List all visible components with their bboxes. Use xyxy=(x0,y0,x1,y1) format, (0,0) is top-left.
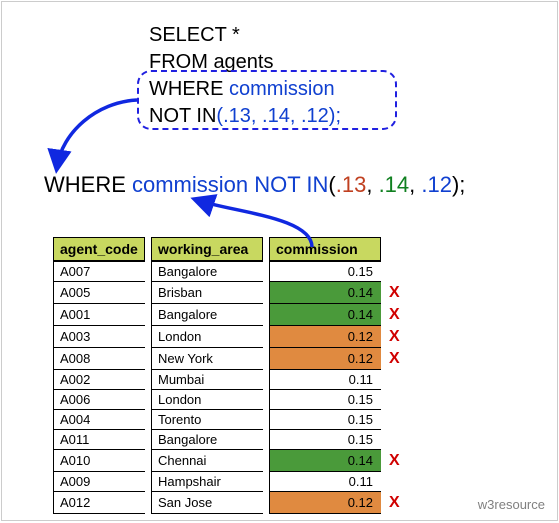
cell-working-area: San Jose xyxy=(151,492,263,514)
exp-v1: .13 xyxy=(336,172,367,197)
expanded-where-clause: WHERE commission NOT IN(.13, .14, .12); xyxy=(44,172,465,198)
cell-commission: 0.12 xyxy=(269,326,381,348)
cell-agent-code: A002 xyxy=(53,370,145,390)
sql-from-kw: FROM xyxy=(149,51,213,73)
sql-v3: .12 xyxy=(301,105,329,127)
sql-v2: .14 xyxy=(262,105,290,127)
table-row: A009 Hampshair 0.11 xyxy=(53,472,406,492)
cell-agent-code: A007 xyxy=(53,262,145,282)
exclude-mark: X xyxy=(387,492,406,514)
sql-where-col: commission xyxy=(229,78,335,100)
exclude-mark: X xyxy=(387,348,406,370)
cell-working-area: Hampshair xyxy=(151,472,263,492)
table-row: A004 Torento 0.15 xyxy=(53,410,406,430)
table-header-row: agent_code working_area commission xyxy=(53,237,406,262)
sql-paren-close: ); xyxy=(329,105,341,127)
table-row: A003 London 0.12 X xyxy=(53,326,406,348)
table-row: A001 Bangalore 0.14 X xyxy=(53,304,406,326)
cell-commission: 0.11 xyxy=(269,370,381,390)
sql-select: SELECT * xyxy=(149,24,240,46)
cell-working-area: Bangalore xyxy=(151,430,263,450)
sql-line-1: SELECT * xyxy=(149,22,341,49)
exp-col: commission xyxy=(132,172,248,197)
exclude-mark: X xyxy=(387,450,406,472)
exclude-mark: X xyxy=(387,282,406,304)
cell-agent-code: A010 xyxy=(53,450,145,472)
exp-v2: .14 xyxy=(379,172,410,197)
sql-line-4: NOT IN(.13, .14, .12); xyxy=(149,103,341,130)
cell-commission: 0.14 xyxy=(269,450,381,472)
cell-agent-code: A005 xyxy=(53,282,145,304)
watermark: w3resource xyxy=(478,497,545,512)
sql-line-2: FROM agents xyxy=(149,49,341,76)
sql-c1: , xyxy=(251,105,262,127)
sql-from-table: agents xyxy=(213,51,273,73)
cell-working-area: London xyxy=(151,326,263,348)
cell-commission: 0.14 xyxy=(269,304,381,326)
exclude-mark xyxy=(387,472,406,492)
sql-notin-kw: NOT IN xyxy=(149,105,216,127)
cell-agent-code: A011 xyxy=(53,430,145,450)
cell-working-area: Brisban xyxy=(151,282,263,304)
exp-c2: , xyxy=(409,172,421,197)
exp-c1: , xyxy=(366,172,378,197)
exclude-mark xyxy=(387,430,406,450)
exclude-mark xyxy=(387,390,406,410)
diagram-container: SELECT * FROM agents WHERE commission NO… xyxy=(1,1,558,521)
cell-commission: 0.12 xyxy=(269,492,381,514)
cell-working-area: New York xyxy=(151,348,263,370)
cell-working-area: Torento xyxy=(151,410,263,430)
table-row: A002 Mumbai 0.11 xyxy=(53,370,406,390)
sql-where-kw: WHERE xyxy=(149,78,229,100)
cell-commission: 0.15 xyxy=(269,430,381,450)
exp-open: ( xyxy=(328,172,335,197)
agents-table: agent_code working_area commission A007 B… xyxy=(47,237,412,514)
table-row: A010 Chennai 0.14 X xyxy=(53,450,406,472)
exclude-mark xyxy=(387,262,406,282)
cell-agent-code: A001 xyxy=(53,304,145,326)
table-row: A005 Brisban 0.14 X xyxy=(53,282,406,304)
cell-commission: 0.15 xyxy=(269,390,381,410)
exclude-mark: X xyxy=(387,304,406,326)
exp-v3: .12 xyxy=(421,172,452,197)
cell-agent-code: A012 xyxy=(53,492,145,514)
cell-working-area: Mumbai xyxy=(151,370,263,390)
sql-query-block: SELECT * FROM agents WHERE commission NO… xyxy=(149,22,341,130)
sql-c2: , xyxy=(290,105,301,127)
exclude-mark: X xyxy=(387,326,406,348)
cell-agent-code: A003 xyxy=(53,326,145,348)
sql-line-3: WHERE commission xyxy=(149,76,341,103)
agents-table-wrap: agent_code working_area commission A007 B… xyxy=(47,237,412,514)
cell-commission: 0.15 xyxy=(269,410,381,430)
exclude-mark xyxy=(387,410,406,430)
cell-agent-code: A006 xyxy=(53,390,145,410)
table-row: A012 San Jose 0.12 X xyxy=(53,492,406,514)
table-row: A007 Bangalore 0.15 xyxy=(53,262,406,282)
cell-commission: 0.11 xyxy=(269,472,381,492)
th-agent-code: agent_code xyxy=(53,237,145,262)
cell-working-area: London xyxy=(151,390,263,410)
cell-commission: 0.14 xyxy=(269,282,381,304)
table-row: A006 London 0.15 xyxy=(53,390,406,410)
arrow-box-to-clause xyxy=(57,100,137,167)
table-row: A008 New York 0.12 X xyxy=(53,348,406,370)
cell-agent-code: A008 xyxy=(53,348,145,370)
cell-working-area: Bangalore xyxy=(151,262,263,282)
table-row: A011 Bangalore 0.15 xyxy=(53,430,406,450)
cell-commission: 0.12 xyxy=(269,348,381,370)
cell-working-area: Bangalore xyxy=(151,304,263,326)
cell-working-area: Chennai xyxy=(151,450,263,472)
sql-v1: .13 xyxy=(223,105,251,127)
cell-agent-code: A004 xyxy=(53,410,145,430)
cell-commission: 0.15 xyxy=(269,262,381,282)
th-commission: commission xyxy=(269,237,381,262)
exp-notin: NOT IN xyxy=(248,172,328,197)
exp-close: ); xyxy=(452,172,465,197)
exp-where-kw: WHERE xyxy=(44,172,132,197)
exclude-mark xyxy=(387,370,406,390)
cell-agent-code: A009 xyxy=(53,472,145,492)
th-working-area: working_area xyxy=(151,237,263,262)
